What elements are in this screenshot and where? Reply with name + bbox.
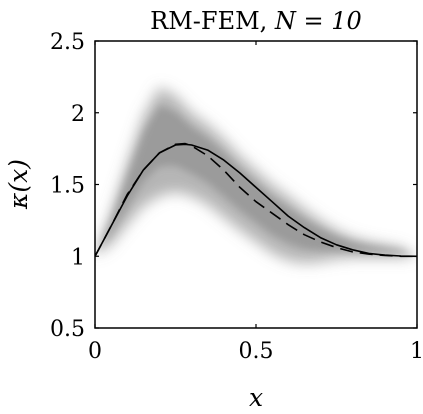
x-tick-label: 1 xyxy=(410,339,423,364)
y-tick-label: 2 xyxy=(71,102,85,127)
y-tick-label: 0.5 xyxy=(50,317,85,342)
y-tick-label: 1.5 xyxy=(50,174,85,199)
tick-labels: 0 0.5 10.511.522.5 xyxy=(50,30,423,364)
x-tick-label: 0 xyxy=(88,339,102,364)
chart-title: RM-FEM, N = 10 xyxy=(150,7,362,35)
y-tick-label: 2.5 xyxy=(50,30,85,55)
y-tick-label: 1 xyxy=(71,245,85,270)
band-core xyxy=(95,105,417,257)
axis-ticks xyxy=(94,40,418,329)
series-lines xyxy=(95,142,417,258)
x-tick-label: 0.5 xyxy=(239,339,274,364)
uncertainty-band xyxy=(95,86,417,264)
y-axis-label: κ(x) xyxy=(4,159,33,210)
series-2-dashed-line xyxy=(95,142,417,258)
x-axis-label: x xyxy=(249,383,263,412)
